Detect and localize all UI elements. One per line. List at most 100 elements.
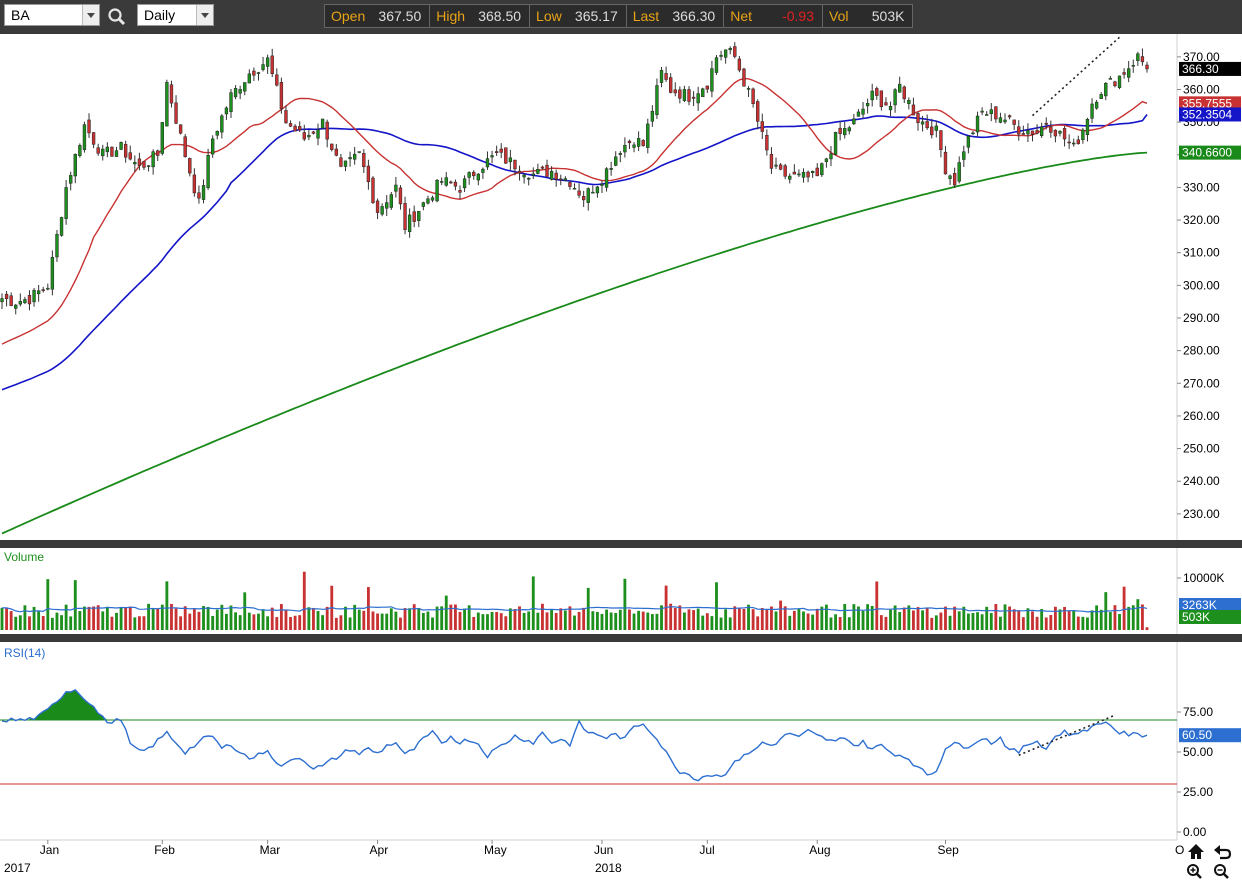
candle-body: [623, 145, 627, 153]
candle-body: [256, 72, 261, 74]
candle-body: [183, 136, 187, 157]
volume-bar: [889, 609, 892, 630]
volume-bar: [261, 609, 265, 630]
candle-body: [760, 121, 764, 132]
volume-bar: [696, 608, 700, 630]
candle-body: [1108, 78, 1113, 80]
volume-bar: [60, 615, 63, 630]
open-label: Open: [331, 8, 366, 24]
candle-body: [898, 83, 902, 93]
volume-bar: [939, 612, 943, 630]
volume-bar: [197, 611, 201, 630]
volume-bar: [747, 604, 750, 630]
candle-body: [975, 115, 980, 133]
volume-bar: [921, 610, 924, 630]
candle-body: [641, 140, 645, 146]
candle-body: [824, 158, 829, 162]
volume-bar: [458, 611, 462, 630]
candle-body: [151, 151, 155, 168]
time-axis-labels: Jan Feb Mar Apr May Jun Jul Aug Sep 2017 2018: [4, 840, 959, 875]
zoom-out-icon[interactable]: [1214, 864, 1229, 879]
candle-body: [513, 159, 517, 170]
candle-body: [1076, 139, 1080, 144]
volume-bar: [1026, 608, 1030, 630]
candle-body: [352, 153, 357, 160]
volume-bar: [1003, 604, 1007, 630]
candle-body: [669, 77, 673, 93]
magnifier-icon[interactable]: [107, 7, 127, 27]
volume-bar: [907, 605, 911, 630]
volume-bar: [357, 609, 361, 630]
last-value: 366.30: [665, 5, 725, 27]
price-label-box: [1179, 96, 1241, 111]
volume-bar: [334, 617, 338, 630]
candle-body: [966, 135, 971, 148]
volume-bar: [481, 614, 485, 630]
candle-body: [453, 181, 458, 187]
volume-bar: [9, 611, 13, 630]
candle-body: [64, 187, 68, 219]
candle-body: [934, 125, 938, 131]
symbol-input[interactable]: BA: [4, 4, 100, 26]
ma-short-path: [1, 77, 1148, 345]
undo-icon[interactable]: [1214, 845, 1232, 860]
volume-bar: [69, 616, 73, 630]
volume-bar: [160, 604, 164, 630]
candle-body: [549, 170, 554, 180]
candle-body: [1117, 75, 1122, 88]
candle-body: [833, 132, 838, 155]
candle-body: [682, 89, 687, 101]
symbol-dropdown-icon[interactable]: [82, 5, 99, 25]
panel-separator: [0, 634, 1242, 642]
volume-ma-path: [2, 606, 1148, 613]
candle-body: [165, 82, 169, 127]
candle-body: [783, 165, 787, 177]
candle-body: [778, 164, 783, 170]
volume-bar: [289, 617, 292, 630]
candle-body: [91, 132, 96, 145]
volume-bar: [421, 612, 425, 630]
candle-body: [9, 295, 13, 306]
candle-body: [769, 154, 774, 169]
volume-bar: [1040, 609, 1044, 630]
volume-bar: [646, 612, 650, 630]
price-label-text: 340.6600: [1182, 146, 1232, 160]
candle-body: [1113, 81, 1117, 87]
candle-body: [636, 138, 641, 147]
ma-short-line: [1, 77, 1148, 345]
volume-bars: [0, 571, 1149, 630]
candle-body: [472, 171, 476, 177]
candle-body: [169, 84, 174, 104]
volume-bar: [829, 617, 833, 630]
volume-bar: [170, 603, 173, 630]
volume-bar: [440, 606, 444, 630]
candle-body: [494, 151, 499, 153]
home-icon[interactable]: [1188, 844, 1204, 859]
volume-bar: [985, 606, 989, 630]
candle-body: [591, 191, 595, 194]
candle-body: [1104, 82, 1108, 97]
candle-body: [366, 165, 371, 183]
zoom-in-icon[interactable]: [1187, 864, 1202, 879]
volume-bar: [1031, 611, 1034, 630]
volume-bar: [1113, 605, 1117, 630]
candle-body: [18, 301, 22, 305]
volume-bar: [192, 609, 196, 630]
volume-bar: [220, 604, 224, 630]
rsi-fill-area: [11, 689, 122, 720]
candle-body: [888, 106, 893, 111]
volume-label-box: [1179, 598, 1241, 612]
interval-select[interactable]: Daily: [137, 4, 214, 26]
ma-long-path: [1, 151, 1148, 535]
volume-bar: [531, 576, 535, 630]
price-tick-label: 310.00: [1183, 246, 1220, 260]
volume-bar: [573, 615, 576, 630]
candle-body: [604, 168, 609, 188]
price-tick-label: 330.00: [1183, 180, 1220, 194]
volume-bar: [18, 615, 22, 630]
volume-bar: [884, 616, 888, 630]
candle-body: [261, 64, 265, 70]
candle-body: [948, 175, 952, 179]
candle-body: [581, 195, 586, 201]
interval-dropdown-icon[interactable]: [196, 5, 213, 25]
